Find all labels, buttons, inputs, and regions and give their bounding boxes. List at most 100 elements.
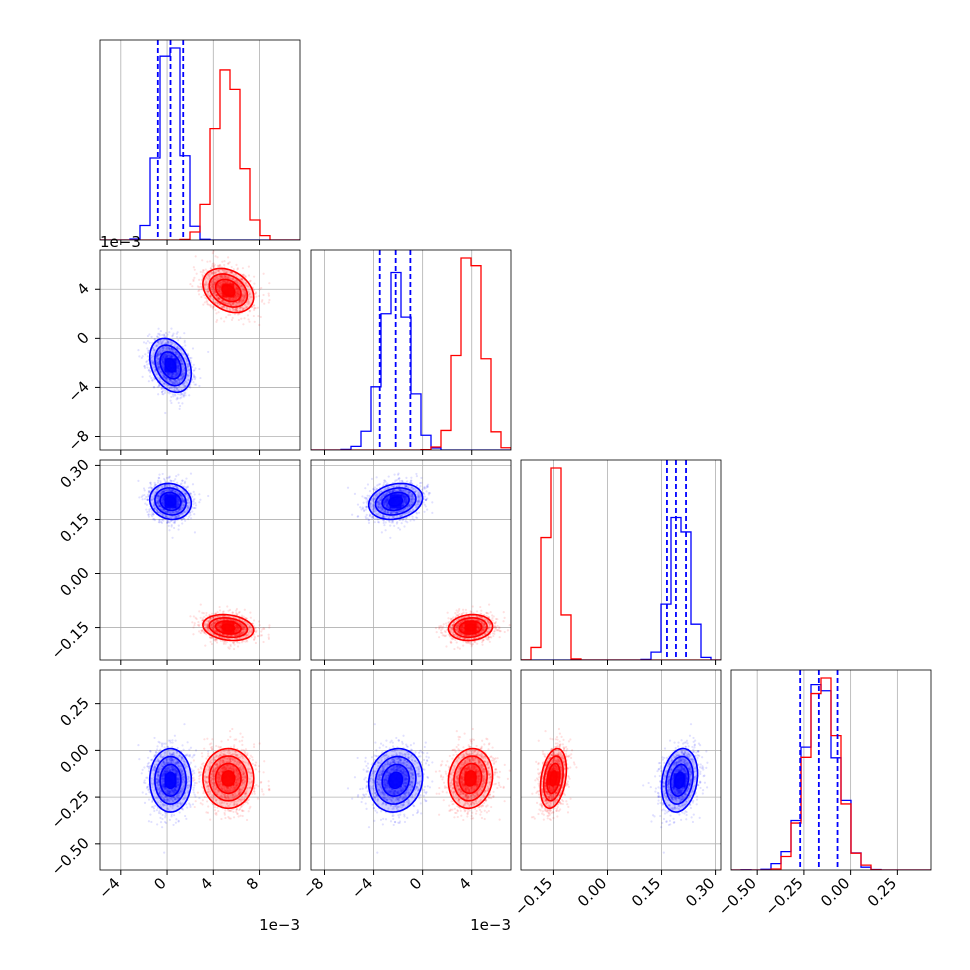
sample-point: [181, 362, 184, 365]
panel-3-0: [95, 670, 300, 875]
sample-point: [223, 260, 226, 263]
sample-point: [171, 348, 174, 351]
sample-point: [147, 513, 151, 516]
sample-point: [148, 375, 151, 378]
sample-point: [170, 356, 173, 359]
sample-point: [237, 294, 240, 297]
sample-point: [210, 284, 214, 288]
sample-point: [168, 392, 171, 395]
sample-point: [161, 341, 164, 344]
sample-point: [220, 284, 223, 287]
sample-point: [166, 333, 169, 336]
sample-point: [174, 373, 177, 376]
sample-point: [220, 317, 223, 320]
sample-point: [167, 372, 171, 375]
sample-point: [191, 285, 194, 288]
sample-point: [205, 300, 208, 303]
sample-point: [172, 381, 175, 384]
sample-point: [154, 483, 158, 486]
sample-point: [178, 381, 181, 384]
sample-point: [240, 277, 243, 281]
sample-point: [183, 339, 186, 342]
sample-point: [177, 370, 181, 373]
sample-point: [169, 354, 172, 357]
sample-point: [146, 355, 149, 358]
sample-point: [176, 345, 179, 348]
sample-point: [193, 513, 196, 516]
sample-point: [172, 350, 175, 353]
sample-point: [170, 380, 173, 383]
sample-point: [208, 295, 211, 298]
sample-point: [199, 616, 202, 619]
sample-point: [222, 276, 225, 279]
sample-point: [152, 360, 155, 363]
sample-point: [181, 377, 185, 380]
sample-point: [177, 528, 180, 531]
sample-point: [212, 283, 215, 286]
sample-point: [241, 300, 244, 303]
sample-point: [175, 351, 178, 354]
sample-point: [194, 383, 198, 386]
sample-point: [183, 480, 187, 483]
sample-point: [242, 292, 245, 296]
sample-point: [184, 349, 187, 352]
sample-point: [193, 531, 197, 534]
sample-point: [177, 347, 180, 350]
sample-point: [204, 268, 207, 271]
sample-point: [223, 280, 226, 284]
sample-point: [198, 623, 201, 626]
sample-point: [205, 276, 208, 280]
sample-point: [181, 402, 184, 405]
density-peak: [222, 283, 235, 298]
sample-point: [165, 354, 168, 357]
sample-point: [166, 341, 169, 344]
sample-point: [172, 348, 175, 351]
sample-point: [164, 356, 167, 359]
sample-point: [267, 301, 270, 304]
sample-point: [180, 392, 184, 395]
sample-point: [211, 283, 214, 286]
sample-point: [162, 374, 166, 377]
sample-point: [235, 292, 238, 296]
sample-point: [231, 298, 234, 301]
sample-point: [162, 355, 165, 359]
sample-point: [145, 342, 148, 345]
sample-point: [157, 363, 160, 366]
sample-point: [203, 283, 206, 286]
sample-point: [168, 356, 172, 359]
sample-point: [214, 271, 217, 274]
sample-point: [178, 354, 181, 357]
sample-point: [186, 366, 190, 369]
sample-point: [185, 381, 189, 384]
sample-point: [165, 335, 168, 338]
sample-point: [177, 378, 180, 381]
sample-point: [212, 280, 215, 283]
sample-point: [198, 278, 201, 281]
sample-point: [170, 355, 173, 358]
sample-point: [176, 367, 179, 370]
sample-point: [162, 356, 165, 359]
sample-point: [160, 520, 163, 523]
sample-point: [172, 348, 175, 352]
sample-point: [153, 386, 156, 389]
sample-point: [217, 286, 220, 289]
sample-point: [181, 376, 184, 379]
sample-point: [258, 624, 261, 627]
hist-series-1: [521, 467, 721, 660]
sample-point: [143, 497, 147, 501]
sample-point: [214, 279, 218, 282]
panel-1-1: [323, 250, 473, 455]
sample-point: [157, 357, 160, 360]
sample-point: [172, 372, 176, 375]
sample-point: [237, 290, 240, 293]
sample-point: [161, 347, 164, 350]
sample-point: [191, 365, 194, 369]
sample-point: [177, 401, 180, 404]
sample-point: [160, 370, 163, 373]
sample-point: [191, 377, 194, 381]
sample-point: [182, 375, 186, 378]
sample-point: [151, 379, 154, 382]
sample-point: [178, 356, 181, 359]
sample-point: [188, 371, 191, 374]
sample-point: [221, 299, 224, 302]
